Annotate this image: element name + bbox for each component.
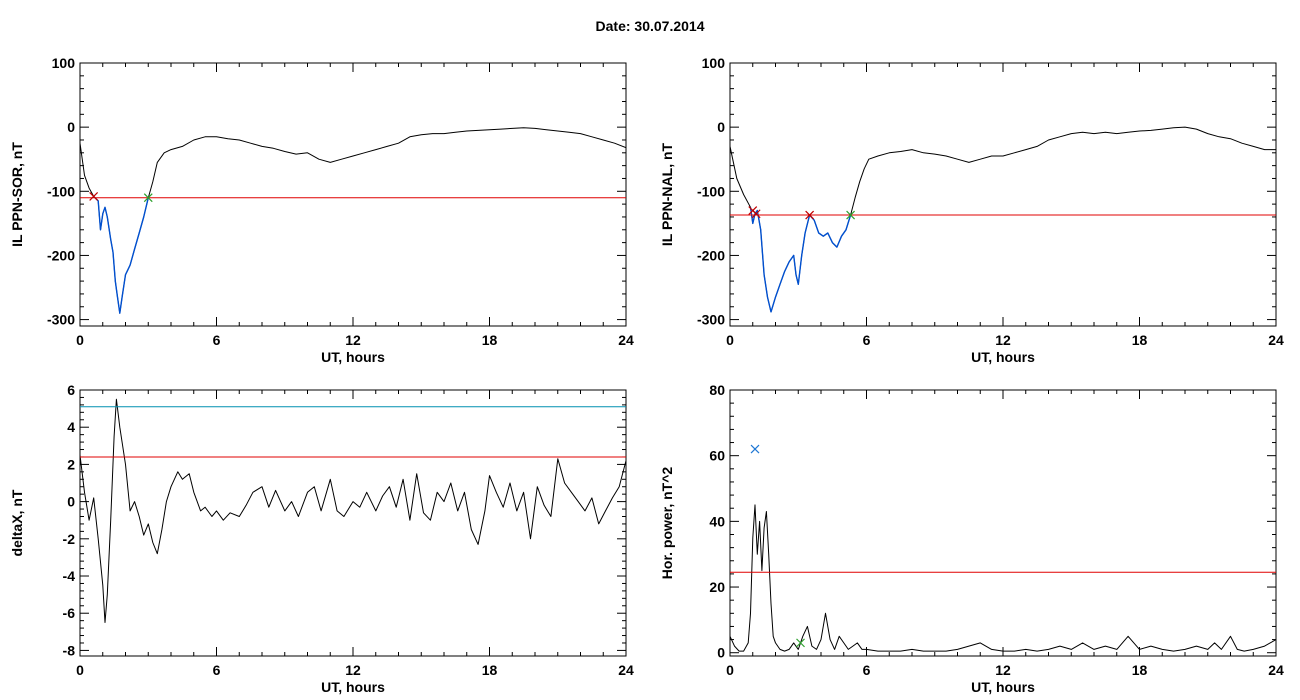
x-tick-label: 18 [482, 662, 498, 678]
y-axis-label: IL PPN-NAL, nT [659, 142, 675, 246]
y-tick-label: 2 [67, 456, 75, 472]
plot-frame [729, 62, 1277, 327]
y-tick-label: 100 [52, 55, 76, 71]
x-axis-label: UT, hours [321, 679, 385, 695]
x-tick-label: 6 [863, 332, 871, 348]
cross-marker-stroke [143, 193, 153, 203]
x-tick-label: 6 [213, 332, 221, 348]
y-tick-label: -100 [47, 183, 75, 199]
cross-marker-stroke [846, 210, 855, 220]
cross-marker-stroke [796, 638, 805, 648]
series-line [730, 504, 1276, 652]
x-tick-label: 12 [995, 332, 1011, 348]
x-tick-label: 12 [345, 662, 361, 678]
cross-marker-stroke [750, 444, 760, 454]
cross-marker [846, 210, 855, 220]
x-tick-label: 12 [345, 332, 361, 348]
x-tick-label: 18 [1132, 662, 1148, 678]
x-tick-label: 6 [863, 662, 871, 678]
y-tick-label: 6 [67, 382, 75, 398]
x-tick-label: 24 [618, 332, 634, 348]
x-axis-label: UT, hours [971, 349, 1035, 365]
y-tick-label: 40 [709, 513, 725, 529]
x-axis-label: UT, hours [971, 679, 1035, 695]
y-tick-label: 0 [717, 645, 725, 661]
x-tick-label: 0 [76, 332, 84, 348]
figure-title: Date: 30.07.2014 [595, 18, 705, 34]
y-tick-label: -200 [697, 247, 725, 263]
y-tick-label: -300 [47, 312, 75, 328]
y-axis-label: deltaX, nT [9, 489, 25, 556]
y-tick-label: -2 [63, 531, 76, 547]
cross-marker-stroke [751, 209, 761, 219]
y-tick-label: 100 [702, 55, 726, 71]
y-tick-label: 60 [709, 448, 725, 464]
panel-ppn-sor: 0 6 12 18 24 -300 -200 -100 0 100 UT, hours IL PPN-… [9, 55, 634, 365]
x-tick-label: 24 [1268, 662, 1284, 678]
plot-area [730, 126, 1276, 313]
x-tick-label: 12 [995, 662, 1011, 678]
y-tick-label: -200 [47, 247, 75, 263]
y-tick-label: -300 [697, 312, 725, 328]
x-axis-label: UT, hours [321, 349, 385, 365]
panel-hor-power: 0 6 12 18 24 0 20 40 60 80 UT, hours Hor. power, nT… [659, 382, 1284, 695]
series-line [80, 127, 626, 314]
highlight-series-line [749, 207, 852, 313]
cross-marker [796, 638, 805, 648]
y-tick-label: 0 [717, 119, 725, 135]
cross-marker [143, 193, 153, 203]
series-line [730, 126, 1276, 313]
y-tick-label: -100 [697, 183, 725, 199]
x-tick-label: 0 [726, 332, 734, 348]
y-axis-label: Hor. power, nT^2 [659, 467, 675, 580]
panel-ppn-nal: 0 6 12 18 24 -300 -200 -100 0 100 UT, hours IL PPN-… [659, 55, 1284, 365]
x-tick-label: 24 [618, 662, 634, 678]
cross-marker [750, 444, 760, 454]
plot-frame [79, 389, 627, 657]
cross-marker [751, 209, 761, 219]
series-line [80, 398, 626, 623]
y-axis-label: IL PPN-SOR, nT [9, 142, 25, 247]
plot-area [80, 398, 626, 623]
y-tick-label: 4 [67, 419, 75, 435]
x-tick-label: 24 [1268, 332, 1284, 348]
y-tick-label: -4 [63, 568, 76, 584]
y-tick-label: 80 [709, 382, 725, 398]
plot-area [80, 127, 626, 314]
y-tick-label: -8 [63, 642, 76, 658]
cross-marker-stroke [89, 192, 99, 201]
x-tick-label: 0 [76, 662, 84, 678]
x-tick-label: 6 [213, 662, 221, 678]
plot-frame [729, 389, 1277, 657]
y-tick-label: 0 [67, 494, 75, 510]
cross-marker [805, 210, 815, 220]
x-tick-label: 18 [482, 332, 498, 348]
plot-area [730, 444, 1276, 652]
plot-frame [79, 62, 627, 327]
x-tick-label: 18 [1132, 332, 1148, 348]
highlight-series-line [93, 195, 149, 314]
cross-marker-stroke [805, 210, 815, 220]
y-tick-label: 0 [67, 119, 75, 135]
y-tick-label: -6 [63, 605, 76, 621]
x-tick-label: 0 [726, 662, 734, 678]
cross-marker [89, 192, 99, 201]
y-tick-label: 20 [709, 579, 725, 595]
